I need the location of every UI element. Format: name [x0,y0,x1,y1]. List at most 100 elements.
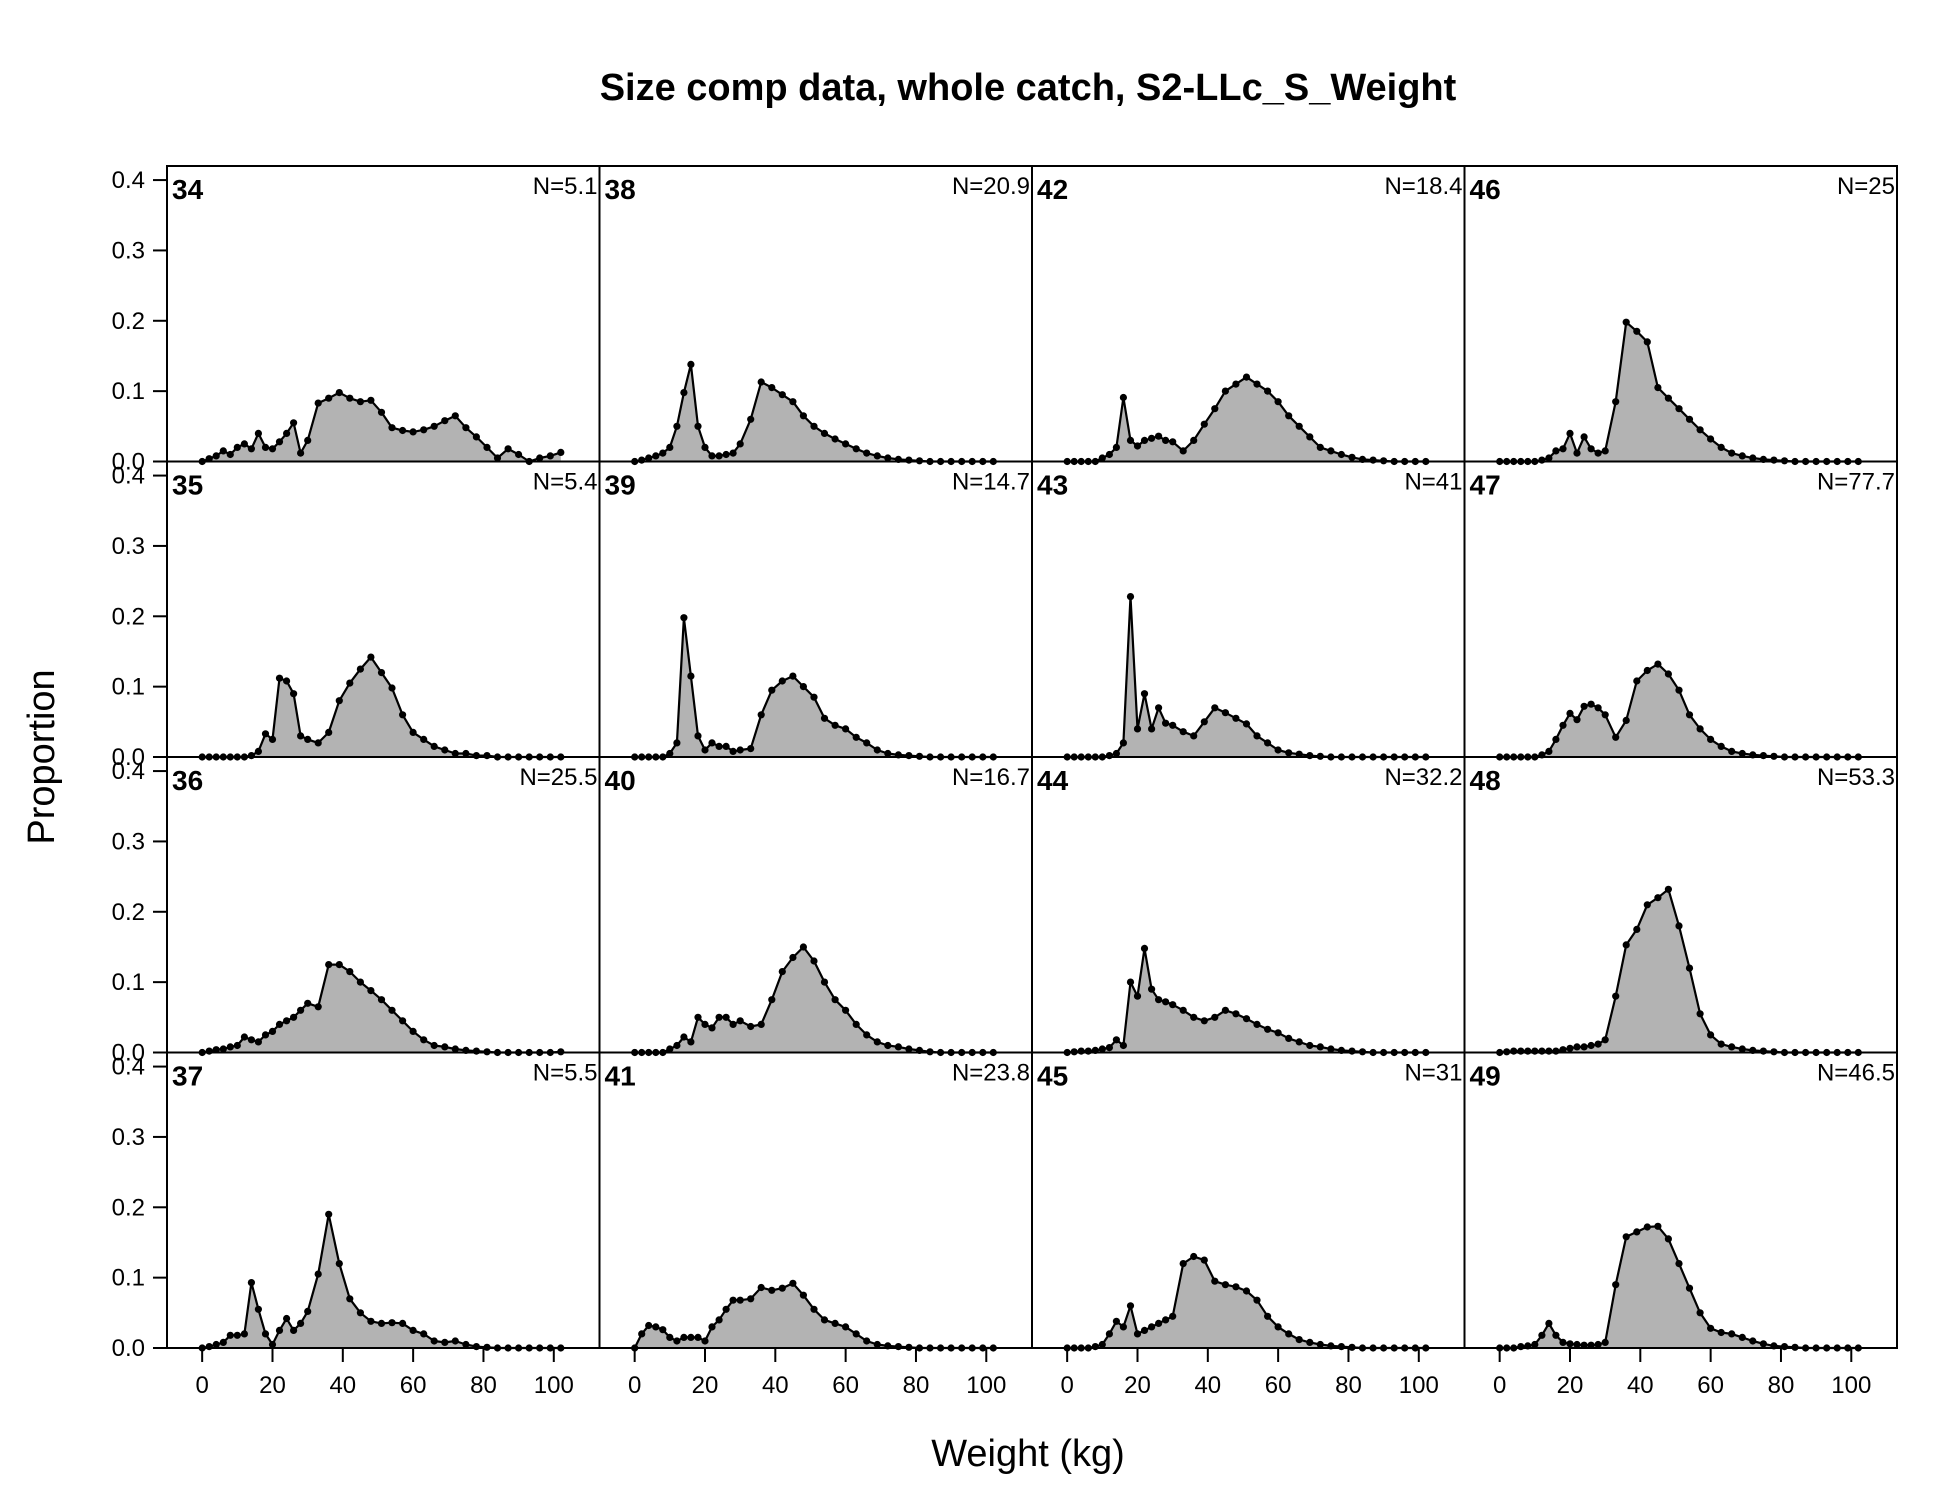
data-point [747,745,755,753]
data-point [1580,702,1588,710]
panel-41: 41 N=23.8 [598,1051,1033,1352]
data-point [810,957,818,965]
data-point [1155,996,1163,1004]
data-point [1643,666,1651,675]
data-point [1531,1340,1539,1349]
data-point [722,450,730,459]
data-point [708,452,716,460]
data-point [1510,1047,1518,1055]
data-point [356,978,364,986]
y-tick-label: 0.1 [112,1265,145,1292]
data-point [1274,746,1282,754]
data-point [377,408,386,416]
x-tick-label: 80 [903,1372,930,1399]
data-point [863,1337,871,1345]
data-point [1179,1006,1187,1014]
data-point [715,452,723,460]
series-line-44 [1067,947,1426,1054]
data-point [905,1045,913,1053]
data-point [493,454,502,462]
data-point [1759,1340,1767,1348]
data-point [1148,1323,1156,1331]
panel-44: 44 N=32.2 [1031,756,1466,1057]
data-point [1594,1340,1602,1349]
panel-38: 38 N=20.9 [598,165,1033,466]
data-point [1155,1319,1163,1327]
data-point [831,996,839,1004]
data-point [1675,405,1683,413]
data-point [451,1045,459,1053]
data-point [666,1333,674,1341]
data-point [1295,422,1303,430]
data-point [768,1286,776,1294]
data-point [1285,1034,1293,1042]
data-point [1622,941,1630,949]
data-point [1643,1223,1651,1231]
data-point [233,1331,241,1339]
data-point [1162,1316,1170,1324]
data-point [1098,1340,1106,1349]
panel-40: 40 N=16.7 [598,756,1033,1057]
panel-year-label: 40 [605,765,636,796]
data-point [1696,1010,1704,1018]
data-point [736,1296,744,1304]
data-point [736,746,744,754]
data-point [451,749,459,758]
data-point [275,1326,284,1334]
data-point [297,732,305,740]
data-point [1098,454,1106,462]
data-point [261,730,270,738]
data-point [304,999,312,1007]
data-point [314,399,322,407]
data-point [1717,742,1725,751]
data-point [304,436,312,444]
data-point [680,614,688,622]
data-point [268,735,277,744]
data-point [1119,1041,1127,1050]
data-point [1242,720,1251,728]
x-tick-label: 80 [470,1372,497,1399]
panel-year-label: 35 [172,470,203,501]
area-34 [202,392,561,462]
data-point [747,1295,755,1303]
data-point [1622,1233,1630,1241]
data-point [335,697,343,705]
data-point [1580,433,1588,441]
data-point [1664,1235,1672,1243]
data-point [1654,660,1662,668]
data-point [283,1314,291,1323]
data-point [905,752,913,760]
area-38 [634,364,994,462]
panel-34: 34 N=5.1 [166,165,601,466]
x-tick-label: 0 [195,1372,208,1399]
data-point [852,733,860,741]
data-point [1675,1260,1683,1268]
data-point [314,1270,322,1278]
data-point [1675,922,1683,930]
data-point [1169,1001,1177,1009]
data-point [1685,415,1694,423]
data-point [799,683,808,691]
panel-n-label: N=5.1 [533,173,598,200]
data-point [645,454,653,462]
data-point [1155,432,1163,440]
data-point [1264,1312,1272,1320]
panel-45: 45 N=31 [1031,1051,1466,1352]
data-point [1200,420,1208,428]
data-point [736,440,744,448]
panel-n-label: N=31 [1404,1060,1462,1087]
data-point [1612,1281,1620,1289]
data-point [367,1317,375,1325]
data-point [1162,719,1170,727]
data-point [1707,735,1715,744]
data-point [1770,456,1778,464]
data-point [778,1284,786,1292]
data-point [1612,992,1620,1000]
chart-title: Size comp data, whole catch, S2-LLc_S_We… [600,67,1457,109]
data-point [1190,1013,1198,1021]
data-point [472,1343,480,1351]
data-point [701,746,709,754]
data-point [708,739,716,747]
data-point [842,1006,850,1014]
panel-46: 46 N=25 [1463,165,1898,466]
